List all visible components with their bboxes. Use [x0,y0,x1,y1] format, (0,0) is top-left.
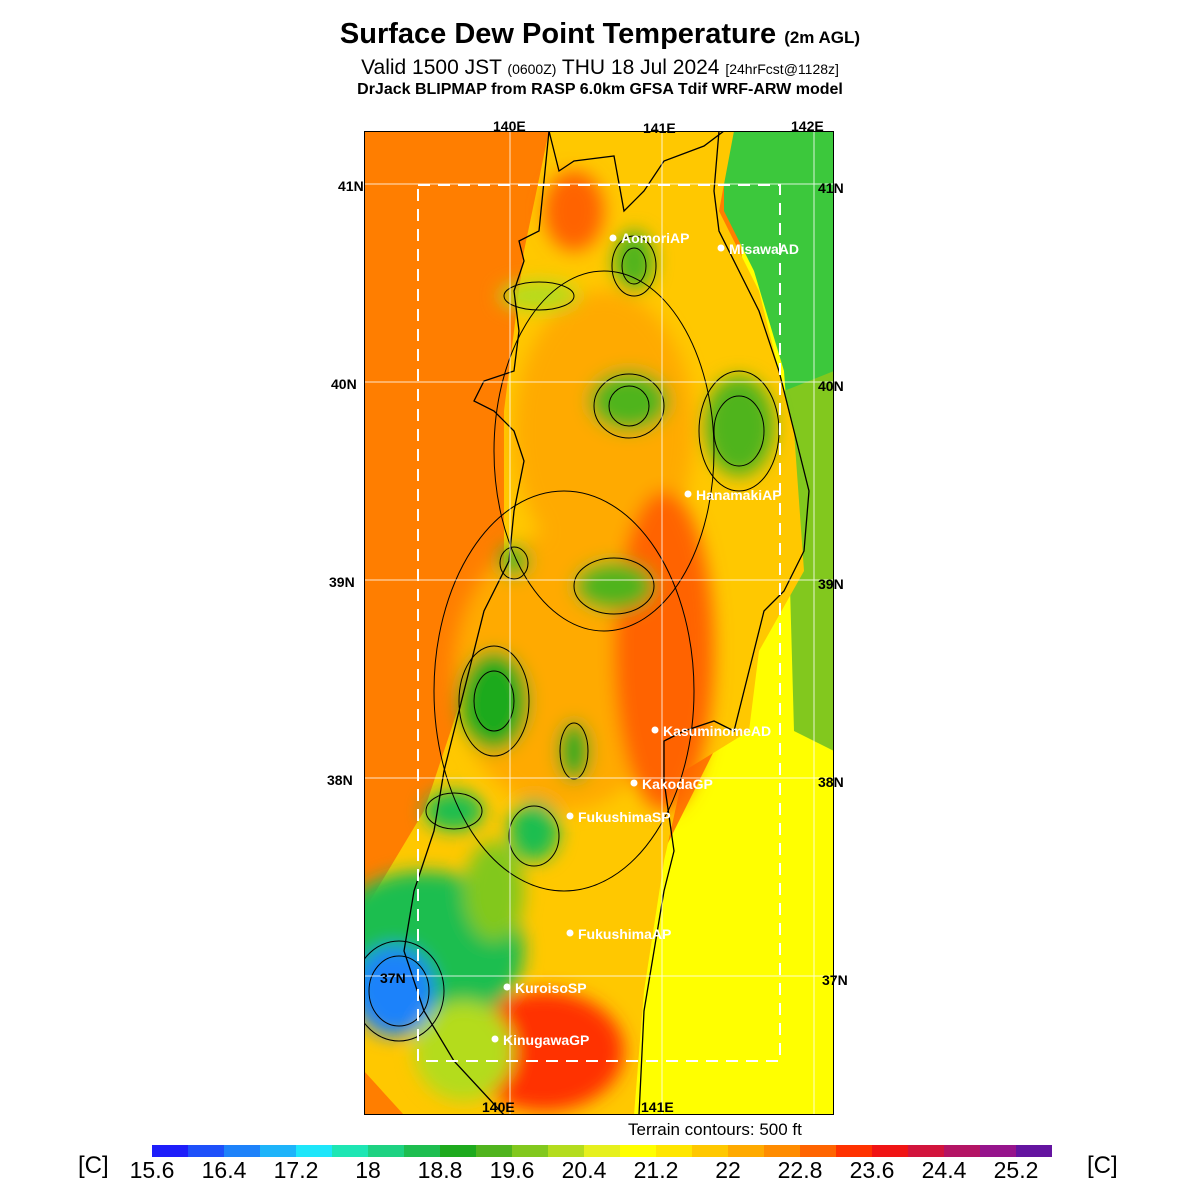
colorbar-tick-label: 18.8 [417,1157,463,1183]
terrain-contours [364,235,780,1042]
valid-prefix: Valid 1500 JST [361,56,502,79]
colorbar-tick-label: 23.6 [849,1157,895,1183]
lat-right-40: 40N [818,378,844,394]
coastline [403,131,810,1115]
station-dot [609,234,617,242]
colorbar-swatch [692,1145,729,1157]
colorbar-tick-label: 22.8 [777,1157,823,1183]
station-label-kuroiso: KuroisoSP [515,980,587,996]
station-label-kakoda: KakodaGP [642,776,713,792]
lon-bottom-141: 141E [641,1099,674,1115]
colorbar-swatch [800,1145,837,1157]
forecast-info: [24hrFcst@1128z] [725,61,839,77]
station-label-misawa: MisawaAD [729,241,799,257]
colorbar-swatch [620,1145,657,1157]
colorbar-tick-label: 16.4 [201,1157,247,1183]
chart-title: Surface Dew Point Temperature (2m AGL) [0,18,1200,51]
lon-top-140: 140E [493,118,526,134]
dew-point-blobs [364,171,774,1111]
colorbar-tick-label: 25.2 [993,1157,1039,1183]
colorbar [152,1145,1052,1157]
lat-left-37: 37N [380,970,406,986]
lat-left-39: 39N [329,574,355,590]
colorbar-swatch [908,1145,945,1157]
model-line: DrJack BLIPMAP from RASP 6.0km GFSA Tdif… [357,81,843,98]
title-suffix: (2m AGL) [784,28,861,47]
colorbar-swatch [836,1145,873,1157]
valid-time-line: Valid 1500 JST (0600Z) THU 18 Jul 2024 [… [0,56,1200,80]
colorbar-swatch [584,1145,621,1157]
colorbar-swatch [224,1145,261,1157]
colorbar-swatch [656,1145,693,1157]
station-dot [491,1035,499,1043]
colorbar-swatch [368,1145,405,1157]
station-dots [491,234,725,1043]
station-label-kinugawa: KinugawaGP [503,1032,589,1048]
colorbar-swatch [764,1145,801,1157]
colorbar-tick-label: 18 [355,1157,381,1183]
lat-right-39: 39N [818,576,844,592]
inner-domain-box [417,184,781,1062]
colorbar-swatch [944,1145,981,1157]
colorbar-swatch [872,1145,909,1157]
terrain-note: Terrain contours: 500 ft [628,1120,802,1139]
unit-left: [C] [78,1152,109,1179]
lat-right-38: 38N [818,774,844,790]
colorbar-swatch [548,1145,585,1157]
title-main: Surface Dew Point Temperature [339,18,777,50]
station-labels: AomoriAP MisawaAD HanamakiAP KasuminomeA… [503,230,799,1048]
station-dot [566,929,574,937]
unit-right: [C] [1087,1152,1118,1179]
colorbar-tick-label: 17.2 [273,1157,319,1183]
valid-date: THU 18 Jul 2024 [561,56,720,79]
lat-lon-grid [364,131,834,1115]
colorbar-tick-label: 24.4 [921,1157,967,1183]
lat-right-37: 37N [822,972,848,988]
station-dot [717,244,725,252]
station-label-fukushima-sp: FukushimaSP [578,809,671,825]
station-dot [566,812,574,820]
dew-point-map: AomoriAP MisawaAD HanamakiAP KasuminomeA… [364,131,834,1115]
station-label-aomori: AomoriAP [621,230,689,246]
station-label-kasuminome: KasuminomeAD [663,723,771,739]
colorbar-swatch [512,1145,549,1157]
colorbar-swatch [404,1145,441,1157]
station-dot [630,779,638,787]
colorbar-tick-label: 22 [715,1157,741,1183]
colorbar-tick-label: 15.6 [129,1157,175,1183]
colorbar-tick-label: 20.4 [561,1157,607,1183]
station-label-hanamaki: HanamakiAP [696,487,782,503]
station-dot [503,983,511,991]
station-label-fukushima-ap: FukushimaAP [578,926,671,942]
colorbar-swatch [188,1145,225,1157]
lon-top-142: 142E [791,118,824,134]
colorbar-swatch [296,1145,333,1157]
station-dot [651,726,659,734]
colorbar-swatch [980,1145,1017,1157]
colorbar-swatch [152,1145,189,1157]
colorbar-tick-label: 21.2 [633,1157,679,1183]
colorbar-swatch [728,1145,765,1157]
colorbar-swatch [440,1145,477,1157]
lat-left-41: 41N [338,178,364,194]
lon-bottom-140: 140E [482,1099,515,1115]
station-dot [684,490,692,498]
lat-right-41: 41N [818,180,844,196]
map-frame [364,131,834,1115]
lat-left-38: 38N [327,772,353,788]
colorbar-tick-label: 19.6 [489,1157,535,1183]
valid-utc: (0600Z) [507,61,557,77]
colorbar-swatch [476,1145,513,1157]
lon-top-141: 141E [643,120,676,136]
colorbar-swatch [332,1145,369,1157]
lat-left-40: 40N [331,376,357,392]
colorbar-swatch [260,1145,297,1157]
colorbar-swatch [1016,1145,1052,1157]
